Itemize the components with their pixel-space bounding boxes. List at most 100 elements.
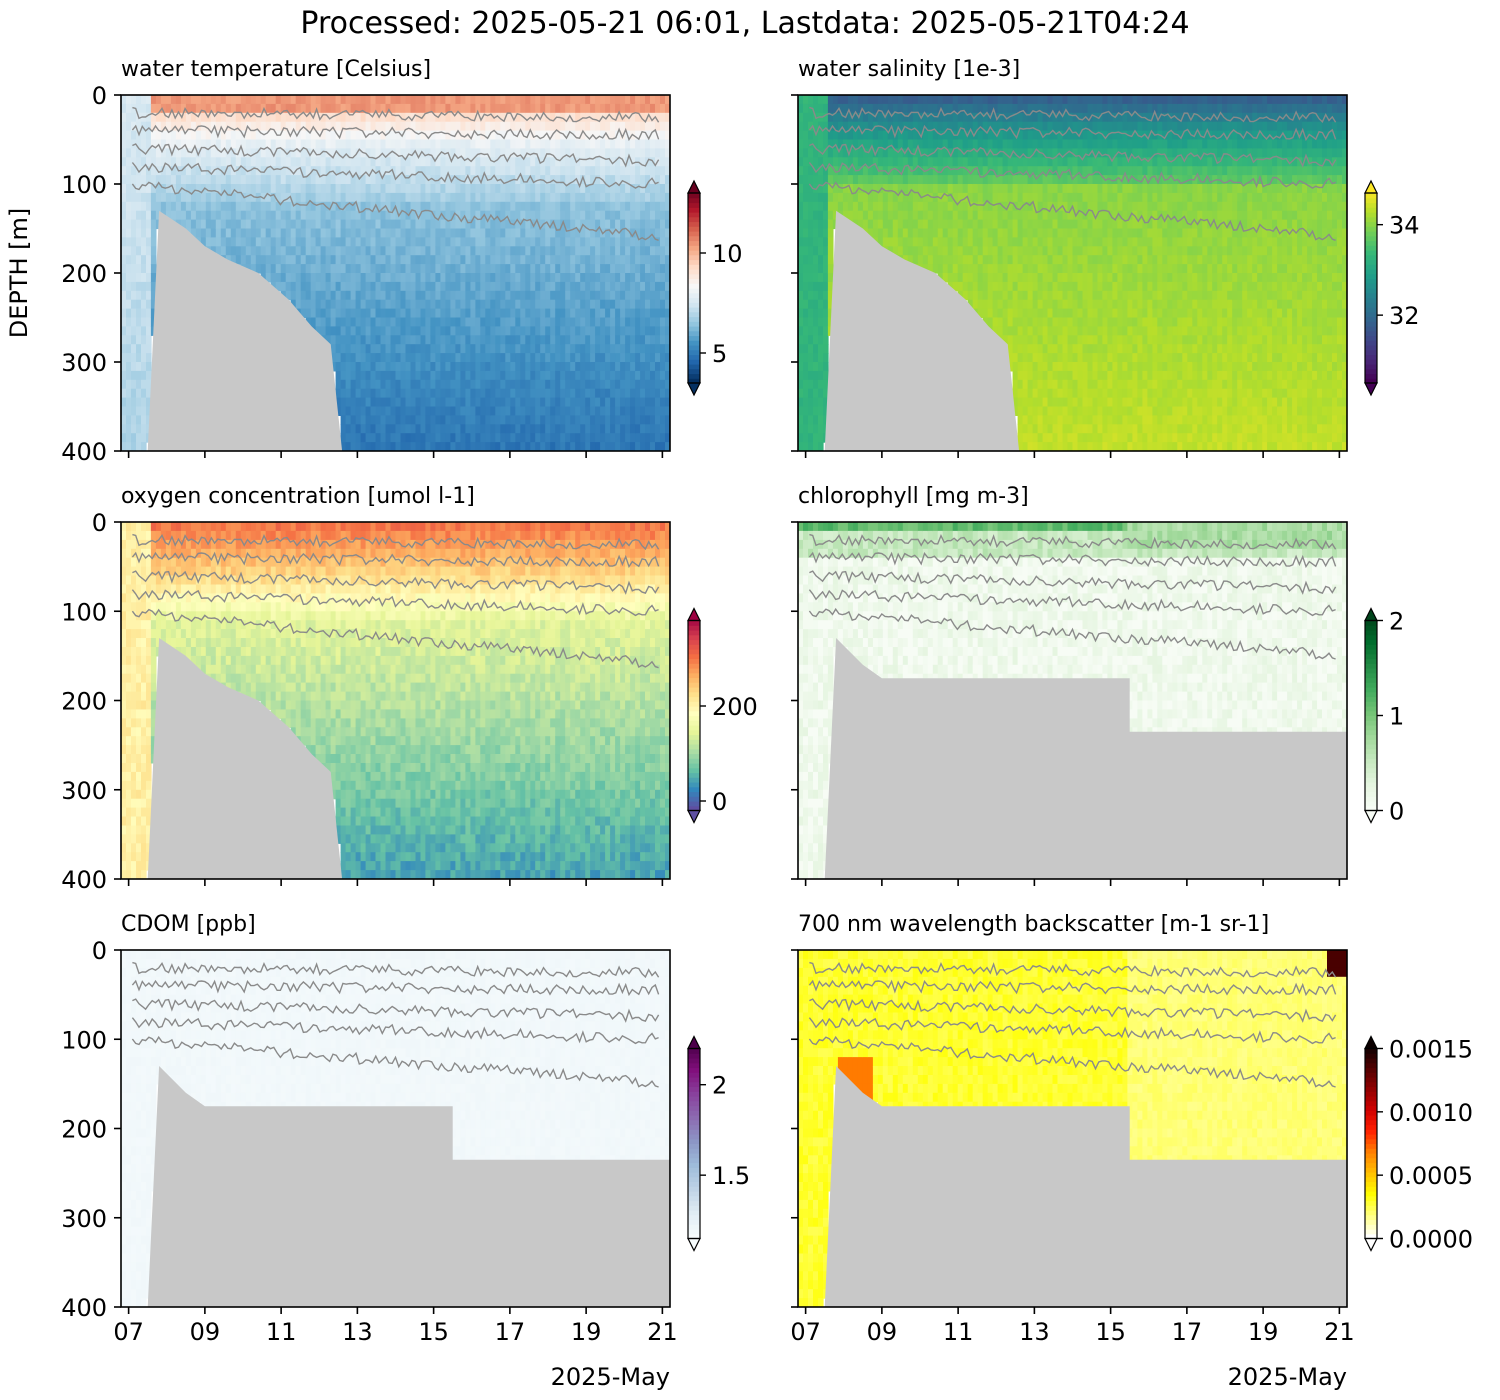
heatmap-cell [121, 201, 127, 212]
heatmap-cell [121, 121, 127, 132]
heatmap-cell [505, 344, 511, 354]
heatmap-cell [220, 103, 227, 114]
heatmap-cell [808, 246, 814, 256]
heatmap-cell [867, 148, 874, 158]
heatmap-cell [410, 353, 417, 363]
heatmap-cell [977, 112, 984, 123]
heatmap-cell [570, 255, 576, 265]
heatmap-cell [1017, 148, 1024, 158]
heatmap-cell [645, 379, 651, 390]
heatmap-cell [280, 166, 287, 176]
heatmap-cell [455, 433, 461, 443]
heatmap-cell [150, 317, 157, 327]
heatmap-cell [270, 210, 277, 221]
heatmap-cell [121, 255, 127, 265]
heatmap-cell [818, 308, 824, 319]
heatmap-cell [827, 103, 834, 114]
heatmap-cell [400, 192, 407, 203]
heatmap-cell [655, 406, 661, 416]
heatmap-cell [1007, 210, 1014, 221]
heatmap-cell [141, 192, 147, 203]
heatmap-cell [495, 290, 501, 301]
heatmap-cell [450, 424, 456, 434]
heatmap-cell [803, 255, 809, 265]
heatmap-cell [640, 326, 646, 336]
heatmap-cell [300, 255, 307, 265]
heatmap-cell [997, 175, 1004, 185]
heatmap-cell [595, 210, 601, 221]
heatmap-cell [590, 255, 596, 265]
heatmap-cell [530, 335, 536, 345]
heatmap-cell [645, 148, 651, 158]
heatmap-cell [1012, 192, 1019, 203]
heatmap-cell [570, 424, 576, 434]
heatmap-cell [445, 139, 451, 149]
heatmap-cell [520, 210, 526, 221]
heatmap-cell [575, 237, 581, 247]
heatmap-cell [465, 139, 471, 149]
heatmap-cell [1037, 397, 1044, 408]
heatmap-cell [560, 290, 566, 301]
heatmap-cell [660, 219, 666, 230]
heatmap-cell [640, 166, 646, 176]
heatmap-cell [902, 95, 909, 105]
heatmap-cell [857, 166, 864, 176]
heatmap-cell [570, 415, 576, 425]
heatmap-cell [540, 442, 546, 451]
heatmap-cell [126, 219, 132, 230]
heatmap-cell [385, 273, 392, 283]
heatmap-cell [490, 317, 496, 327]
heatmap-cell [470, 264, 476, 274]
heatmap-cell [803, 299, 809, 310]
heatmap-cell [827, 175, 834, 185]
heatmap-cell [225, 237, 232, 247]
heatmap-cell [972, 139, 979, 149]
heatmap-cell [235, 157, 242, 167]
heatmap-cell [897, 130, 904, 141]
heatmap-cell [630, 219, 636, 230]
heatmap-cell [390, 299, 397, 310]
heatmap-cell [215, 210, 222, 221]
heatmap-cell [340, 103, 347, 114]
heatmap-cell [650, 362, 656, 372]
heatmap-cell [325, 121, 332, 132]
heatmap-cell [1032, 299, 1039, 310]
heatmap-cell [857, 201, 864, 212]
heatmap-cell [1032, 273, 1039, 283]
heatmap-cell [195, 139, 202, 149]
heatmap-cell [972, 95, 979, 105]
heatmap-cell [505, 264, 511, 274]
heatmap-cell [818, 281, 824, 292]
heatmap-cell [1022, 273, 1029, 283]
heatmap-cell [575, 210, 581, 221]
heatmap-cell [947, 121, 954, 132]
heatmap-cell [912, 95, 919, 105]
heatmap-cell [590, 184, 596, 194]
heatmap-cell [200, 228, 207, 238]
heatmap-cell [585, 157, 591, 167]
heatmap-cell [877, 112, 884, 123]
heatmap-cell [275, 201, 282, 212]
heatmap-cell [235, 130, 242, 141]
heatmap-cell [345, 397, 352, 408]
heatmap-cell [560, 201, 566, 212]
heatmap-cell [285, 121, 292, 132]
heatmap-cell [1012, 255, 1019, 265]
heatmap-cell [495, 397, 501, 408]
heatmap-cell [365, 344, 372, 354]
heatmap-cell [808, 237, 814, 247]
colorbar-segment [688, 283, 700, 289]
heatmap-cell [942, 255, 949, 265]
heatmap-cell [997, 112, 1004, 123]
heatmap-cell [395, 219, 402, 230]
heatmap-cell [798, 166, 804, 176]
heatmap-cell [265, 121, 272, 132]
heatmap-cell [595, 175, 601, 185]
heatmap-cell [285, 255, 292, 265]
heatmap-cell [440, 103, 446, 114]
heatmap-cell [425, 290, 431, 301]
heatmap-cell [818, 237, 824, 247]
heatmap-cell [375, 95, 382, 105]
heatmap-cell [305, 166, 312, 176]
heatmap-cell [580, 388, 586, 399]
